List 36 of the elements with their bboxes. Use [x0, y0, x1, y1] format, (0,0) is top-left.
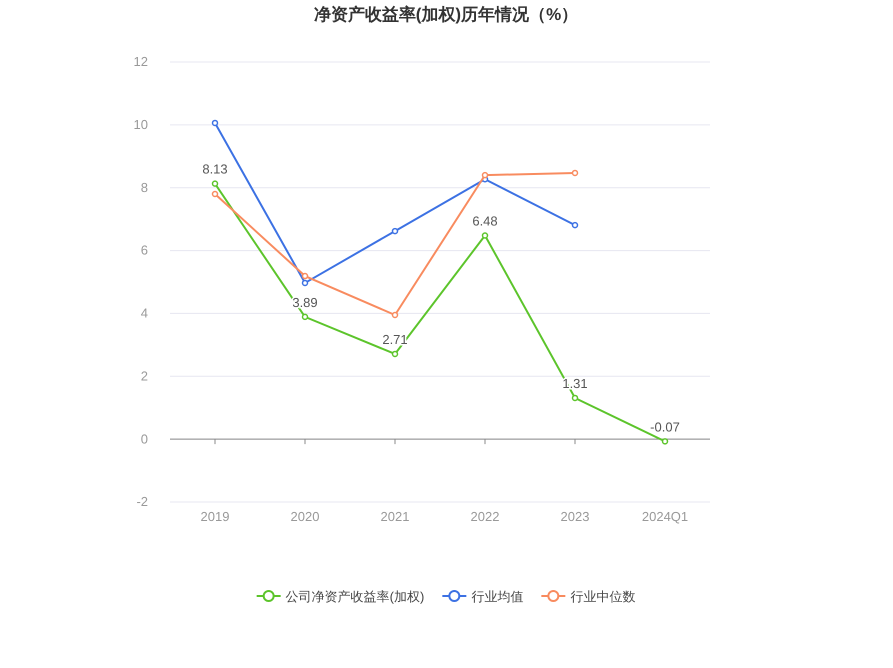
data-label: -0.07 — [650, 419, 680, 434]
y-tick-label: 6 — [140, 242, 148, 258]
data-label: 8.13 — [202, 162, 228, 177]
point — [572, 170, 578, 176]
x-tick-label: 2023 — [560, 509, 590, 524]
point — [212, 190, 218, 198]
point — [302, 314, 308, 320]
point — [212, 180, 218, 187]
point — [572, 222, 578, 228]
legend-label: 行业中位数 — [570, 589, 636, 604]
y-tick-label: 2 — [140, 368, 148, 384]
chart-title: 净资产收益率(加权)历年情况（%） — [314, 5, 578, 24]
y-tick-label: 0 — [140, 431, 148, 446]
y-tick-label: 4 — [140, 306, 148, 321]
point — [482, 172, 488, 178]
y-tick-label: 8 — [140, 180, 148, 195]
point — [392, 228, 398, 234]
x-tick-label: 2024Q1 — [642, 509, 688, 524]
legend-label: 公司净资产收益率(加权) — [286, 589, 424, 604]
legend-label: 行业均值 — [471, 589, 524, 604]
x-tick-label: 2020 — [290, 509, 320, 524]
point — [302, 272, 308, 280]
point — [392, 350, 398, 358]
y-tick-label: -2 — [136, 494, 148, 510]
point — [212, 120, 218, 126]
y-tick-label: 12 — [134, 54, 148, 70]
data-label: 6.48 — [472, 213, 498, 228]
point — [302, 280, 308, 286]
point — [392, 312, 398, 318]
y-tick-label: 10 — [134, 117, 148, 132]
x-tick-label: 2021 — [380, 509, 410, 524]
point — [482, 232, 488, 239]
point — [572, 394, 578, 402]
x-tick-label: 2019 — [200, 509, 230, 524]
point — [662, 438, 668, 445]
x-tick-label: 2022 — [470, 509, 500, 524]
